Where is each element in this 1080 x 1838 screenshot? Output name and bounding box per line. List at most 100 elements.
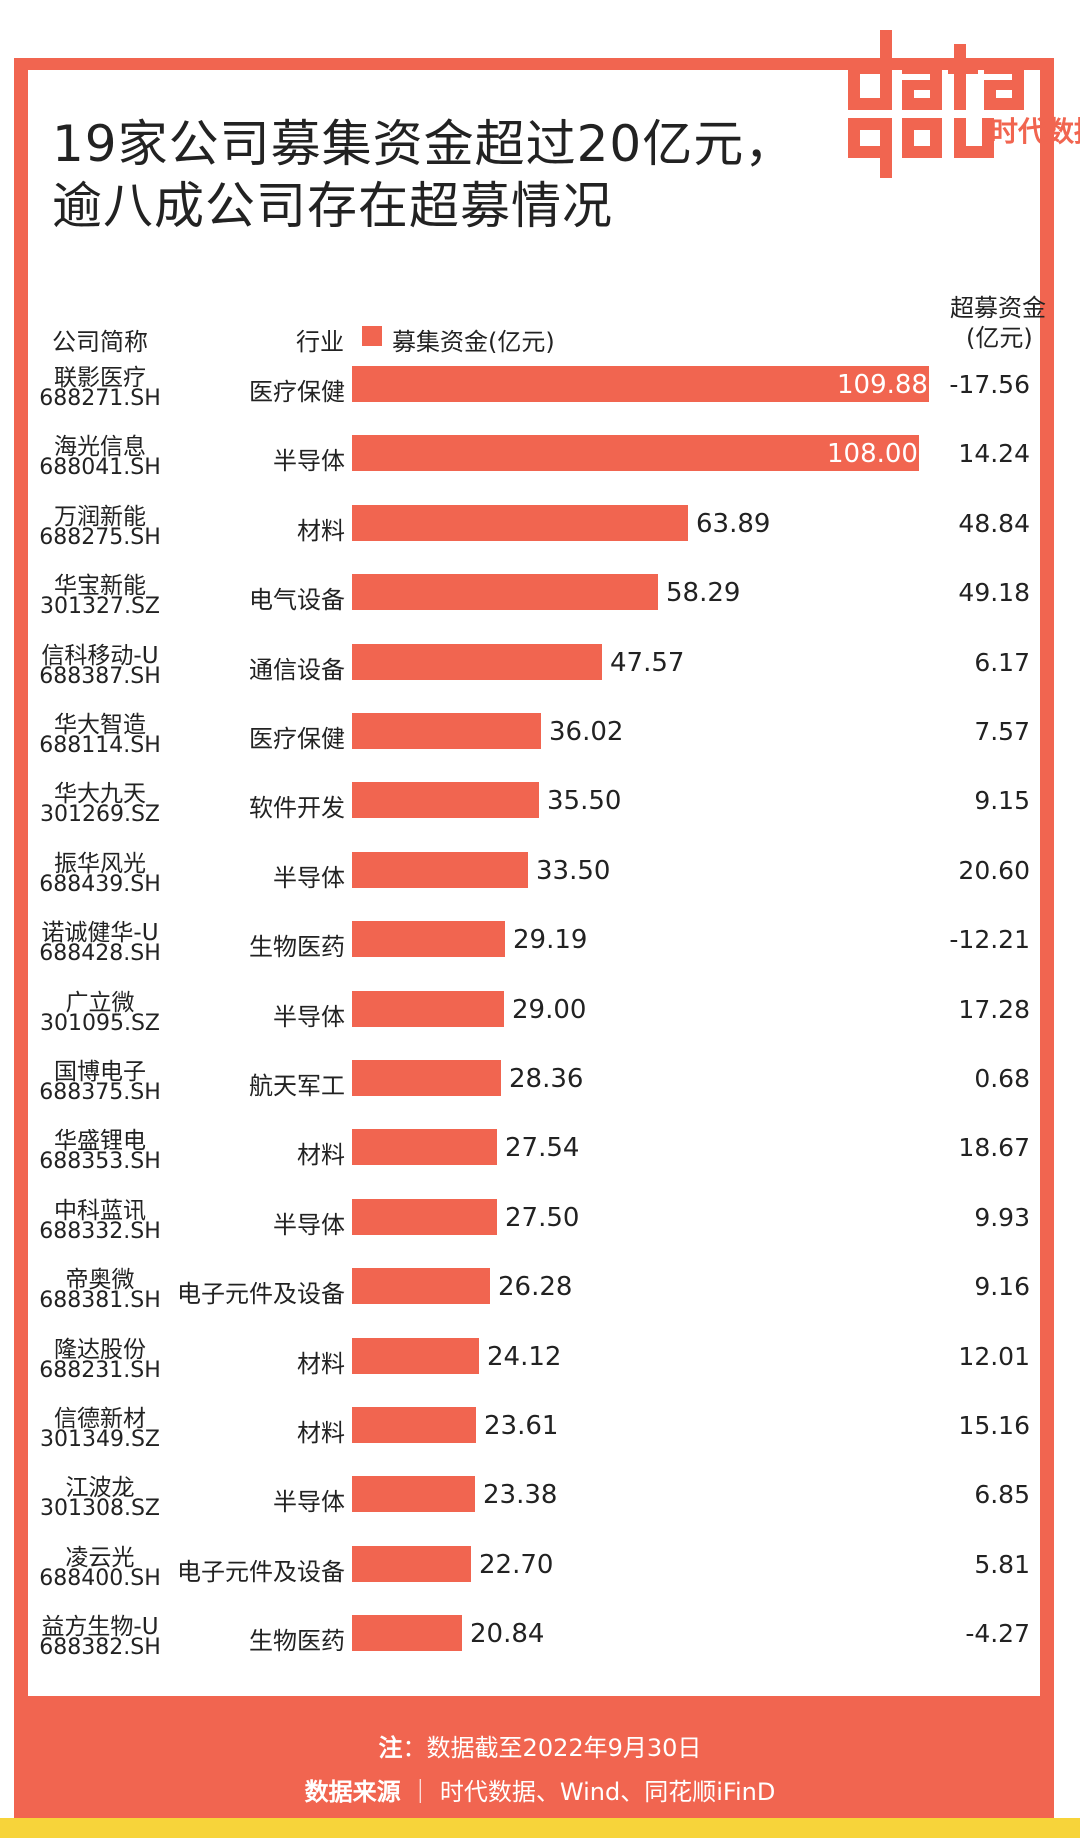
bar-value-label: 23.38	[483, 1480, 558, 1511]
bar-value-label: 29.19	[513, 925, 588, 956]
company-name: 华大九天	[54, 781, 146, 808]
bar-value-label: 27.50	[505, 1202, 580, 1233]
bottom-band	[0, 1818, 1080, 1838]
bar-value-label: 20.84	[470, 1619, 545, 1650]
industry-label: 半导体	[273, 863, 345, 892]
company-name: 中科蓝讯	[54, 1197, 146, 1224]
bar	[352, 574, 658, 611]
company-name: 益方生物-U	[41, 1614, 159, 1641]
bar-row: 中科蓝讯 688332.SH 半导体 27.50 9.93	[0, 1191, 1080, 1261]
footer-note: 注：数据截至2022年9月30日	[0, 1728, 1080, 1763]
bar-value-label: 109.88	[837, 370, 928, 400]
over-raised-value: 5.81	[974, 1549, 1030, 1579]
over-raised-value: 14.24	[958, 439, 1030, 469]
bar-value-label: 23.61	[484, 1411, 559, 1441]
industry-label: 半导体	[273, 447, 345, 476]
industry-label: 电子元件及设备	[177, 1557, 345, 1586]
industry-label: 生物医药	[249, 933, 345, 962]
bar-row: 江波龙 301308.SZ 半导体 23.38 6.85	[0, 1468, 1080, 1538]
company-code: 301269.SZ	[39, 802, 160, 828]
chart-panel	[28, 70, 1040, 1696]
company-code: 688332.SH	[39, 1218, 161, 1244]
company-code: 301308.SZ	[39, 1496, 160, 1522]
bar	[352, 851, 528, 888]
industry-label: 半导体	[273, 1002, 345, 1031]
company-name: 联影医疗	[54, 365, 146, 391]
over-raised-value: 48.84	[958, 508, 1030, 538]
industry-label: 电子元件及设备	[177, 1280, 345, 1309]
company-code: 301327.SZ	[39, 594, 160, 620]
bar-value-label: 63.89	[696, 508, 771, 539]
over-raised-value: 0.68	[974, 1064, 1030, 1093]
bar-value-label: 58.29	[666, 578, 741, 609]
company-name: 海光信息	[54, 434, 146, 461]
bar-value-label: 47.57	[610, 647, 685, 678]
footer-source: 数据来源 ｜ 时代数据、Wind、同花顺iFinD	[0, 1772, 1080, 1807]
legend-swatch	[362, 326, 382, 346]
over-raised-value: 9.93	[974, 1202, 1030, 1232]
company-code: 688275.SH	[39, 524, 161, 550]
bar	[352, 1129, 497, 1166]
company-code: 688231.SH	[39, 1357, 161, 1383]
note-label: 注	[378, 1734, 403, 1762]
over-raised-value: -17.56	[949, 370, 1030, 399]
bar	[352, 921, 505, 958]
company-name: 华宝新能	[54, 573, 146, 600]
company-code: 688114.SH	[39, 733, 161, 758]
industry-label: 半导体	[273, 1488, 345, 1517]
over-raised-value: -4.27	[965, 1619, 1030, 1649]
bar-row: 国博电子 688375.SH 航天军工 28.36 0.68	[0, 1052, 1080, 1122]
industry-label: 材料	[297, 1349, 345, 1378]
over-raised-value: 6.85	[974, 1480, 1030, 1510]
company-name: 信科移动-U	[41, 642, 159, 669]
bar-row: 凌云光 688400.SH 电子元件及设备 22.70 5.81	[0, 1538, 1080, 1608]
bar-row: 海光信息 688041.SH 半导体 108.00 14.24	[0, 427, 1080, 497]
bar	[352, 435, 919, 472]
header-over-line2: (亿元)	[966, 324, 1033, 352]
over-raised-value: 18.67	[958, 1133, 1030, 1163]
company-code: 688382.SH	[39, 1635, 161, 1661]
logo-text: 时代数据	[990, 115, 1080, 148]
over-raised-value: -12.21	[949, 925, 1030, 955]
bar-row: 华宝新能 301327.SZ 电气设备 58.29 49.18	[0, 566, 1080, 636]
over-raised-value: 20.60	[958, 855, 1030, 885]
bar	[352, 782, 539, 819]
header-industry: 行业	[296, 328, 344, 356]
company-code: 301349.SZ	[39, 1427, 160, 1452]
bar	[352, 643, 602, 680]
over-raised-value: 9.16	[974, 1272, 1030, 1302]
bar-row: 益方生物-U 688382.SH 生物医药 20.84 -4.27	[0, 1607, 1080, 1677]
bar-value-label: 108.00	[827, 439, 918, 470]
company-name: 万润新能	[54, 503, 146, 530]
bar	[352, 1060, 501, 1096]
company-name: 帝奥微	[65, 1267, 135, 1294]
header-over-line1: 超募资金	[950, 294, 1046, 322]
company-code: 688375.SH	[39, 1080, 161, 1105]
source-text: ｜ 时代数据、Wind、同花顺iFinD	[408, 1778, 776, 1806]
industry-label: 材料	[297, 1141, 345, 1170]
bar-row: 振华风光 688439.SH 半导体 33.50 20.60	[0, 844, 1080, 914]
bar-value-label: 28.36	[509, 1064, 584, 1094]
company-name: 凌云光	[65, 1544, 135, 1571]
bar-value-label: 24.12	[487, 1341, 562, 1372]
bar	[352, 1407, 476, 1443]
bar	[352, 990, 504, 1027]
company-code: 301095.SZ	[39, 1010, 160, 1036]
bar	[352, 1268, 490, 1305]
industry-label: 软件开发	[249, 794, 345, 823]
bar-value-label: 36.02	[549, 717, 624, 747]
bar-row: 华盛锂电 688353.SH 材料 27.54 18.67	[0, 1121, 1080, 1191]
over-raised-value: 15.16	[958, 1411, 1030, 1440]
bar-value-label: 35.50	[547, 786, 622, 817]
company-code: 688353.SH	[39, 1149, 161, 1175]
industry-label: 通信设备	[249, 655, 345, 684]
data-you-logo	[848, 30, 1024, 178]
company-name: 华大智造	[54, 712, 146, 738]
over-raised-value: 9.15	[974, 786, 1030, 816]
bar-row: 信科移动-U 688387.SH 通信设备 47.57 6.17	[0, 636, 1080, 706]
industry-label: 半导体	[273, 1210, 345, 1239]
bar-value-label: 33.50	[536, 855, 611, 886]
company-code: 688271.SH	[39, 386, 161, 411]
industry-label: 电气设备	[249, 586, 345, 615]
bar	[352, 1198, 497, 1235]
